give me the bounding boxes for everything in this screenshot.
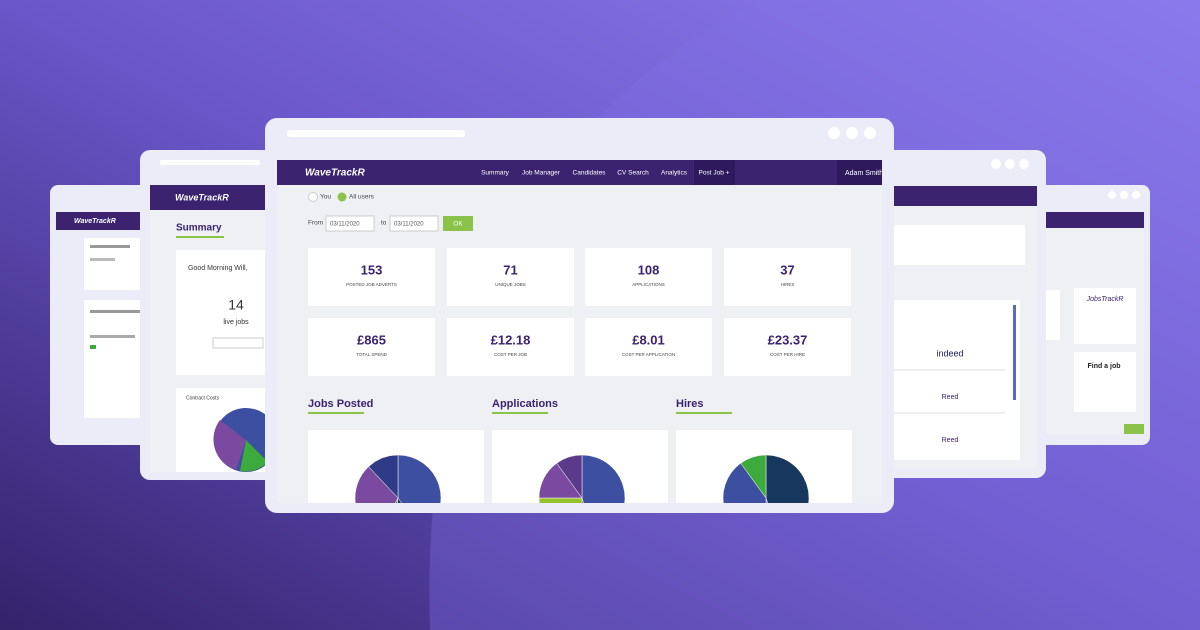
contract-costs: Contract Costs	[186, 395, 220, 401]
stat-card	[308, 318, 435, 376]
pie-slice	[765, 454, 810, 503]
pie	[354, 454, 442, 503]
chart-title: Applications	[492, 398, 558, 410]
jobs-logo: JobsTrackR	[1086, 296, 1124, 303]
stat-value: £23.37	[768, 332, 808, 347]
stat-label: COST PER HIRE	[770, 352, 805, 357]
pie-slice	[397, 454, 442, 503]
window-far-right: JobsTrackR Find a job	[1035, 185, 1150, 445]
chart-title: Hires	[676, 398, 704, 410]
summary-title: Summary	[176, 223, 222, 234]
stat-card	[447, 318, 574, 376]
chart-title: Jobs Posted	[308, 398, 373, 410]
stat-value: £8.01	[632, 332, 665, 347]
board-reed: Reed	[942, 437, 959, 444]
stat-card	[585, 318, 712, 376]
board-indeed: indeed	[936, 348, 963, 358]
stat-card	[308, 248, 435, 306]
logo: WaveTrackR	[305, 168, 365, 179]
nav-item[interactable]: Candidates	[573, 170, 607, 177]
stat-value: 71	[503, 262, 517, 277]
nav-item[interactable]: CV Search	[617, 170, 649, 177]
pie-slice	[556, 454, 583, 499]
pie-slice	[397, 497, 402, 503]
pie-slice	[368, 454, 399, 499]
pie-slice	[581, 497, 584, 503]
stat-value: 153	[361, 262, 383, 277]
logo: WaveTrackR	[175, 192, 229, 202]
user-name: Adam Smith	[845, 170, 883, 177]
pie	[722, 454, 810, 503]
stat-card	[724, 318, 851, 376]
pie	[538, 454, 626, 503]
radio-you[interactable]: You	[320, 194, 331, 201]
find-job: Find a job	[1087, 363, 1120, 370]
from-label: From	[308, 220, 323, 227]
pie-slice	[765, 497, 768, 503]
window-main: WaveTrackR Adam Smith You All users From…	[265, 118, 894, 513]
stat-card	[724, 248, 851, 306]
stat-label: HIRES	[781, 282, 795, 287]
stat-label: COST PER APPLICATION	[622, 352, 675, 357]
greeting: Good Morning Will,	[188, 265, 248, 272]
nav-item[interactable]: Analytics	[661, 170, 688, 177]
logo: WaveTrackR	[74, 218, 116, 225]
stat-label: POSTED JOB ADVERTS	[346, 282, 397, 287]
window-right: indeed Reed Reed	[880, 150, 1046, 478]
stat-card	[447, 248, 574, 306]
from-date: 03/11/2020	[330, 222, 360, 228]
stat-value: 108	[638, 262, 660, 277]
pie-slice	[722, 462, 767, 503]
nav-item[interactable]: Job Manager	[522, 170, 561, 177]
to-input[interactable]	[389, 215, 439, 232]
to-label: to	[381, 220, 387, 227]
pie-slice	[354, 466, 399, 503]
nav-item[interactable]: Post Job +	[699, 170, 730, 177]
stat-value: £865	[357, 332, 386, 347]
radio-all-users[interactable]: All users	[349, 194, 375, 201]
stat-label: APPLICATIONS	[632, 282, 664, 287]
title-underline	[492, 412, 548, 414]
to-date: 03/11/2020	[394, 222, 424, 228]
title-underline	[308, 412, 364, 414]
stat-label: TOTAL SPEND	[356, 352, 387, 357]
ok-label: OK	[453, 221, 463, 228]
ok-button[interactable]	[443, 216, 473, 231]
pie-slice	[740, 454, 767, 499]
pie-slice	[538, 497, 583, 503]
stat-label: UNIQUE JOBS	[495, 282, 526, 287]
stat-label: COST PER JOB	[494, 352, 527, 357]
stat-value: 37	[780, 262, 794, 277]
board-reed: Reed	[942, 394, 959, 401]
live-jobs-label: live jobs	[223, 319, 249, 326]
nav-item[interactable]: Summary	[481, 170, 510, 177]
nav-bar	[277, 160, 882, 185]
live-jobs-count: 14	[228, 297, 244, 313]
stat-value: £12.18	[491, 332, 531, 347]
title-underline	[676, 412, 732, 414]
pie-slice	[581, 454, 626, 503]
window-left: WaveTrackR Summary Good Morning Will, 14…	[140, 150, 280, 480]
stat-card	[585, 248, 712, 306]
from-input[interactable]	[325, 215, 375, 232]
